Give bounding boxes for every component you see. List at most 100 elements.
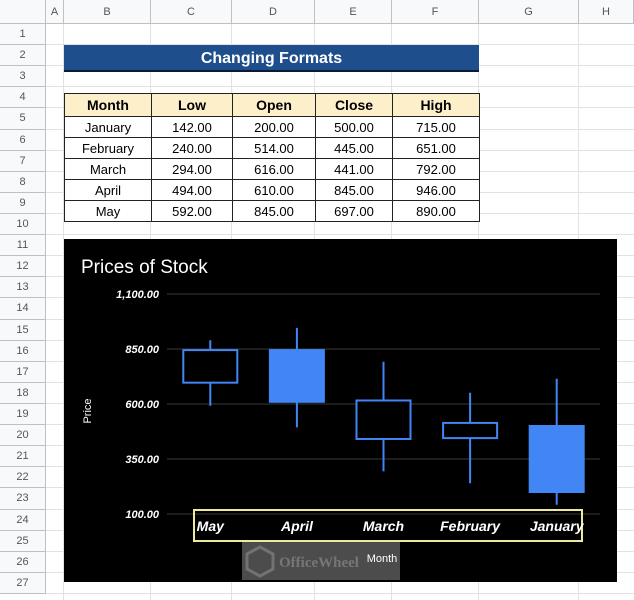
y-tick-label: 1,100.00 bbox=[116, 289, 160, 301]
row-header-17[interactable]: 17 bbox=[0, 361, 46, 383]
row-header-8[interactable]: 8 bbox=[0, 171, 46, 193]
chart-canvas: Prices of Stock 1,100.00 850.00 600.00 350.0… bbox=[81, 257, 600, 580]
stock-table: Month Low Open Close High January 142.00… bbox=[64, 93, 480, 222]
row-header-11[interactable]: 11 bbox=[0, 235, 46, 257]
y-tick-label: 350.00 bbox=[125, 454, 160, 466]
candlestick-chart[interactable]: Prices of Stock 1,100.00 850.00 600.00 350.0… bbox=[64, 239, 617, 582]
row-header-22[interactable]: 22 bbox=[0, 467, 46, 489]
cell-close[interactable]: 445.00 bbox=[315, 137, 393, 159]
header-low[interactable]: Low bbox=[151, 93, 233, 117]
row-header-20[interactable]: 20 bbox=[0, 425, 46, 447]
cell-high[interactable]: 890.00 bbox=[392, 200, 480, 222]
cell-month[interactable]: May bbox=[64, 200, 152, 222]
column-header-c[interactable]: C bbox=[151, 0, 232, 24]
x-tick-label: May bbox=[197, 518, 225, 534]
column-header-e[interactable]: E bbox=[315, 0, 392, 24]
x-tick-label: April bbox=[280, 518, 314, 534]
row-header-25[interactable]: 25 bbox=[0, 530, 46, 552]
cell-close[interactable]: 500.00 bbox=[315, 116, 393, 138]
cell-open[interactable]: 616.00 bbox=[232, 158, 316, 180]
table-row: April 494.00 610.00 845.00 946.00 bbox=[64, 179, 480, 201]
y-tick-label: 100.00 bbox=[125, 509, 160, 521]
column-header-a[interactable]: A bbox=[46, 0, 64, 24]
row-header-23[interactable]: 23 bbox=[0, 488, 46, 510]
row-header-4[interactable]: 4 bbox=[0, 87, 46, 109]
cell-month[interactable]: April bbox=[64, 179, 152, 201]
officewheel-watermark: OfficeWheel bbox=[242, 542, 400, 580]
cell-low[interactable]: 592.00 bbox=[151, 200, 233, 222]
row-header-13[interactable]: 13 bbox=[0, 277, 46, 299]
x-tick-label: March bbox=[363, 518, 404, 534]
cell-open[interactable]: 610.00 bbox=[232, 179, 316, 201]
y-tick-label: 850.00 bbox=[125, 344, 160, 356]
table-row: May 592.00 845.00 697.00 890.00 bbox=[64, 200, 480, 222]
row-header-1[interactable]: 1 bbox=[0, 24, 46, 46]
cell-open[interactable]: 514.00 bbox=[232, 137, 316, 159]
row-header-26[interactable]: 26 bbox=[0, 551, 46, 573]
table-header-row: Month Low Open Close High bbox=[64, 93, 480, 117]
row-header-19[interactable]: 19 bbox=[0, 403, 46, 426]
sheet-title[interactable]: Changing Formats bbox=[64, 45, 479, 72]
row-gridline bbox=[46, 44, 634, 46]
row-header-24[interactable]: 24 bbox=[0, 509, 46, 531]
column-header-g[interactable]: G bbox=[479, 0, 579, 24]
cell-open[interactable]: 845.00 bbox=[232, 200, 316, 222]
cell-low[interactable]: 294.00 bbox=[151, 158, 233, 180]
x-axis-highlight-box bbox=[193, 509, 583, 542]
header-open[interactable]: Open bbox=[232, 93, 316, 117]
row-header-3[interactable]: 3 bbox=[0, 66, 46, 88]
row-header-9[interactable]: 9 bbox=[0, 192, 46, 214]
cell-high[interactable]: 715.00 bbox=[392, 116, 480, 138]
cell-month[interactable]: March bbox=[64, 158, 152, 180]
row-header-18[interactable]: 18 bbox=[0, 382, 46, 404]
cell-high[interactable]: 651.00 bbox=[392, 137, 480, 159]
table-row: January 142.00 200.00 500.00 715.00 bbox=[64, 116, 480, 138]
x-tick-label: January bbox=[530, 518, 585, 534]
cell-month[interactable]: January bbox=[64, 116, 152, 138]
table-row: March 294.00 616.00 441.00 792.00 bbox=[64, 158, 480, 180]
row-header-5[interactable]: 5 bbox=[0, 108, 46, 130]
cell-close[interactable]: 845.00 bbox=[315, 179, 393, 201]
cell-low[interactable]: 142.00 bbox=[151, 116, 233, 138]
candle-body bbox=[442, 421, 499, 440]
row-gridline bbox=[46, 234, 634, 236]
header-high[interactable]: High bbox=[392, 93, 480, 117]
header-month[interactable]: Month bbox=[64, 93, 152, 117]
cell-close[interactable]: 697.00 bbox=[315, 200, 393, 222]
x-tick-label: February bbox=[440, 518, 501, 534]
column-header-h[interactable]: H bbox=[579, 0, 634, 24]
cell-close[interactable]: 441.00 bbox=[315, 158, 393, 180]
chart-title: Prices of Stock bbox=[81, 257, 208, 278]
watermark-logo-icon bbox=[245, 545, 275, 578]
row-header-12[interactable]: 12 bbox=[0, 256, 46, 278]
cell-open[interactable]: 200.00 bbox=[232, 116, 316, 138]
row-header-15[interactable]: 15 bbox=[0, 319, 46, 341]
row-header-27[interactable]: 27 bbox=[0, 572, 46, 594]
candle-body bbox=[528, 425, 585, 493]
y-tick-label: 600.00 bbox=[125, 399, 160, 411]
cell-low[interactable]: 240.00 bbox=[151, 137, 233, 159]
cell-low[interactable]: 494.00 bbox=[151, 179, 233, 201]
cell-high[interactable]: 792.00 bbox=[392, 158, 480, 180]
row-header-16[interactable]: 16 bbox=[0, 340, 46, 362]
cell-month[interactable]: February bbox=[64, 137, 152, 159]
candle-body bbox=[182, 349, 239, 384]
row-header-21[interactable]: 21 bbox=[0, 446, 46, 468]
select-all-corner[interactable] bbox=[0, 0, 46, 24]
candle-body bbox=[355, 399, 412, 440]
header-close[interactable]: Close bbox=[315, 93, 393, 117]
row-header-10[interactable]: 10 bbox=[0, 213, 46, 236]
row-header-6[interactable]: 6 bbox=[0, 129, 46, 151]
y-axis-label: Price bbox=[82, 398, 94, 423]
row-header-2[interactable]: 2 bbox=[0, 45, 46, 67]
candle-body bbox=[268, 349, 325, 403]
column-header-b[interactable]: B bbox=[64, 0, 151, 24]
row-gridline bbox=[46, 592, 634, 594]
row-header-14[interactable]: 14 bbox=[0, 298, 46, 320]
column-header-f[interactable]: F bbox=[392, 0, 479, 24]
column-gridline bbox=[63, 24, 64, 600]
row-header-7[interactable]: 7 bbox=[0, 150, 46, 172]
watermark-background bbox=[242, 542, 400, 580]
cell-high[interactable]: 946.00 bbox=[392, 179, 480, 201]
column-header-d[interactable]: D bbox=[232, 0, 315, 24]
